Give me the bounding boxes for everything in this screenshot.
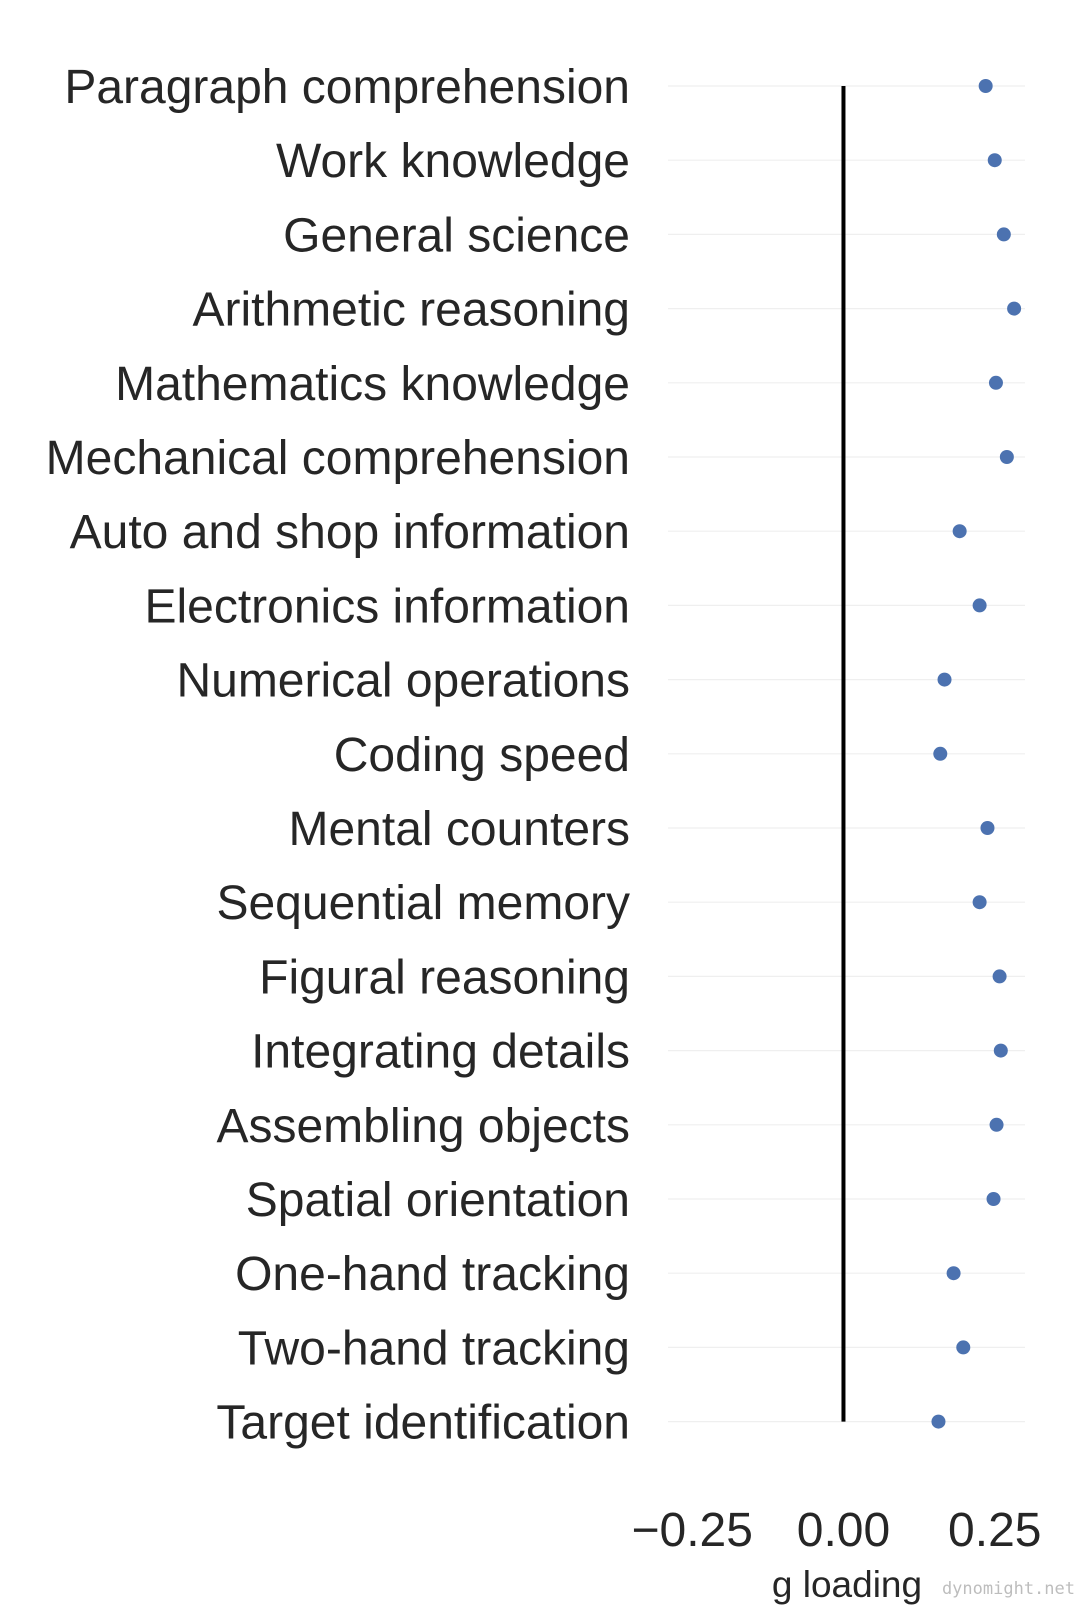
grid-lines [668, 85, 1025, 1423]
data-point [988, 375, 1003, 390]
x-tick-labels: −0.25 0.00 0.25 [631, 1504, 1041, 1557]
data-point [993, 1043, 1008, 1058]
category-label: Target identification [216, 1397, 630, 1450]
category-label: Mathematics knowledge [115, 358, 630, 411]
category-label: Spatial orientation [246, 1174, 630, 1227]
data-point [989, 1117, 1004, 1132]
data-point [946, 1266, 961, 1281]
category-label: Arithmetic reasoning [192, 284, 630, 337]
data-point [931, 1414, 946, 1429]
category-label: Coding speed [334, 729, 630, 782]
category-label: Mental counters [288, 803, 630, 856]
category-label: General science [283, 209, 630, 262]
category-label: Integrating details [251, 1026, 630, 1079]
data-point [999, 450, 1014, 464]
category-label: Sequential memory [216, 877, 630, 930]
data-point [972, 895, 987, 910]
data-point [980, 821, 995, 835]
category-labels: Paragraph comprehension Work knowledge Gen… [46, 61, 630, 1450]
category-label: Paragraph comprehension [64, 61, 630, 114]
data-point [987, 153, 1002, 168]
data-point [992, 969, 1007, 984]
data-point [952, 524, 967, 539]
category-label: Two-hand tracking [238, 1322, 630, 1375]
x-tick-label: 0.25 [948, 1504, 1041, 1557]
category-label: Numerical operations [176, 655, 630, 708]
x-axis-title: g loading [772, 1564, 922, 1605]
x-tick-label: 0.00 [797, 1504, 890, 1557]
data-point [972, 598, 987, 613]
data-point [956, 1340, 971, 1355]
data-point [996, 227, 1011, 242]
category-label: Assembling objects [216, 1100, 630, 1153]
data-point [978, 79, 993, 93]
data-point [1007, 301, 1022, 316]
data-point [937, 672, 952, 687]
data-point [933, 746, 948, 761]
category-label: Electronics information [144, 580, 630, 633]
category-label: Figural reasoning [259, 951, 630, 1004]
watermark: dynomight.net [942, 1579, 1075, 1599]
data-points [931, 79, 1022, 1429]
x-tick-label: −0.25 [631, 1504, 752, 1557]
category-label: One-hand tracking [235, 1248, 630, 1301]
category-label: Mechanical comprehension [46, 432, 630, 485]
data-point [986, 1192, 1001, 1206]
category-label: Work knowledge [276, 135, 630, 188]
category-label: Auto and shop information [70, 506, 630, 559]
